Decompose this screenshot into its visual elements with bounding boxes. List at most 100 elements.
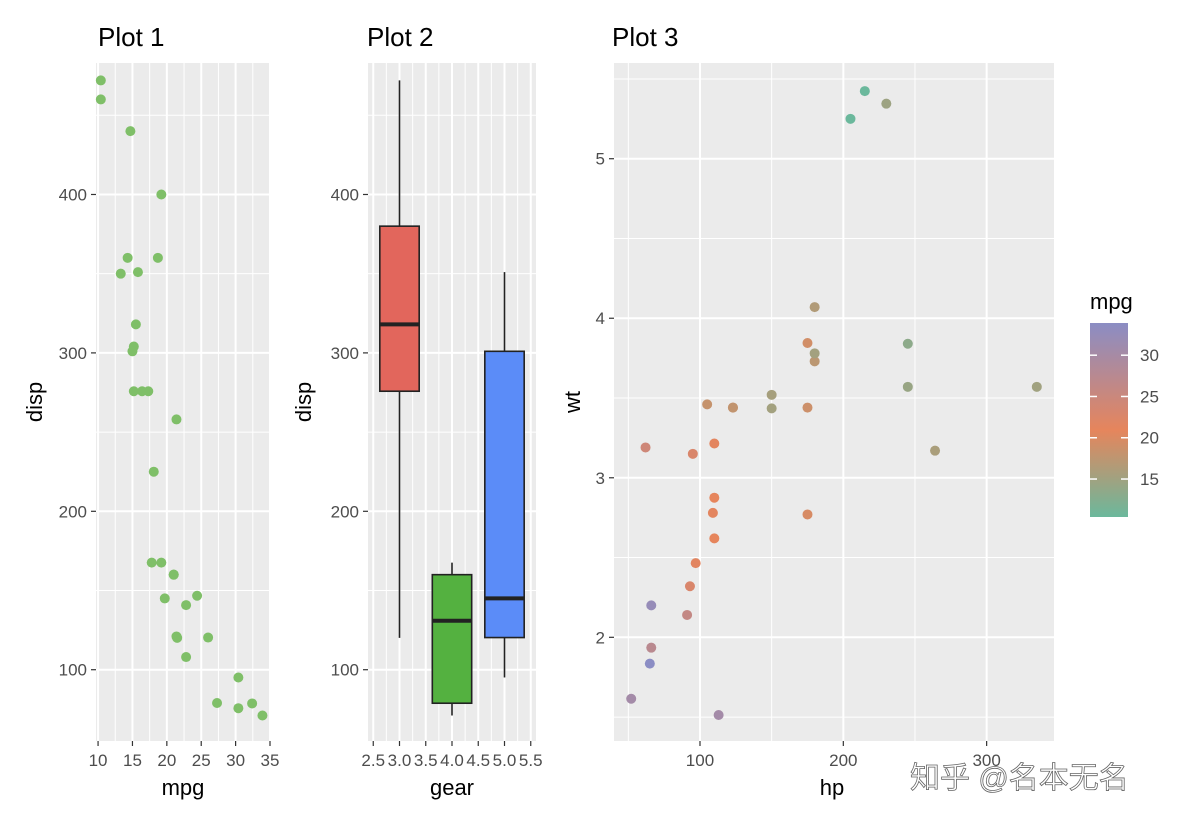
scatter-point xyxy=(766,403,777,414)
y-tick-label: 5 xyxy=(596,150,605,169)
scatter-point xyxy=(156,189,167,200)
scatter-point xyxy=(802,509,813,520)
y-tick-label: 300 xyxy=(331,344,359,363)
box-body xyxy=(484,350,525,639)
scatter-point xyxy=(247,698,258,709)
scatter-point xyxy=(146,557,157,568)
plot-3-xlabel: hp xyxy=(820,775,844,800)
scatter-point xyxy=(930,445,941,456)
scatter-point xyxy=(127,346,138,357)
y-tick-label: 400 xyxy=(331,185,359,204)
scatter-point xyxy=(684,581,695,592)
plot-2-ticks: 100 200 300 400 2.5 3.0 3.5 4.0 4.5 5.0 5.5 xyxy=(331,185,543,770)
scatter-point xyxy=(646,600,657,611)
x-tick-label: 300 xyxy=(972,751,1000,770)
y-tick-label: 4 xyxy=(596,309,605,328)
scatter-point xyxy=(709,492,720,503)
y-tick-label: 2 xyxy=(596,628,605,647)
plot-1-xlabel: mpg xyxy=(162,775,205,800)
scatter-point xyxy=(707,507,718,518)
scatter-point xyxy=(203,632,214,643)
scatter-point xyxy=(181,600,192,611)
scatter-point xyxy=(881,98,892,109)
scatter-point xyxy=(130,319,141,330)
legend-tick-label: 20 xyxy=(1140,429,1159,448)
scatter-point xyxy=(859,86,870,97)
scatter-point xyxy=(902,338,913,349)
scatter-point xyxy=(128,386,139,397)
plot-1-ticks: 100 200 300 400 10 15 20 25 30 35 xyxy=(59,185,280,770)
x-tick-label: 2.5 xyxy=(361,751,385,770)
scatter-point xyxy=(95,94,106,105)
plot-3-grid xyxy=(614,63,1054,741)
scatter-point xyxy=(690,558,701,569)
scatter-point xyxy=(709,438,720,449)
scatter-point xyxy=(181,652,192,663)
plot-1: Plot 1 100 200 300 400 10 15 20 25 30 35 mpg disp xyxy=(22,22,279,800)
scatter-point xyxy=(233,672,244,683)
legend-title: mpg xyxy=(1090,289,1133,314)
scatter-point xyxy=(809,348,820,359)
scatter-point xyxy=(168,569,179,580)
mpg-legend: mpg 15 20 25 30 xyxy=(1090,289,1159,517)
x-tick-label: 25 xyxy=(192,751,211,770)
x-tick-label: 100 xyxy=(686,751,714,770)
scatter-point xyxy=(713,709,724,720)
x-tick-label: 3.5 xyxy=(414,751,438,770)
scatter-point xyxy=(148,466,159,477)
scatter-point xyxy=(1031,381,1042,392)
scatter-point xyxy=(644,658,655,669)
scatter-point xyxy=(95,75,106,86)
y-tick-label: 3 xyxy=(596,469,605,488)
scatter-point xyxy=(257,710,268,721)
scatter-point xyxy=(802,337,813,348)
plot-2-xlabel: gear xyxy=(430,775,474,800)
x-tick-label: 200 xyxy=(829,751,857,770)
scatter-point xyxy=(766,389,777,400)
y-tick-label: 300 xyxy=(59,344,87,363)
scatter-point xyxy=(626,693,637,704)
plot-1-grid xyxy=(96,63,271,741)
x-tick-label: 10 xyxy=(89,751,108,770)
scatter-point xyxy=(125,126,136,137)
legend-colorbar xyxy=(1090,323,1128,517)
scatter-point xyxy=(143,386,154,397)
plot-3-title: Plot 3 xyxy=(612,22,679,52)
scatter-point xyxy=(687,448,698,459)
x-tick-label: 3.0 xyxy=(388,751,412,770)
scatter-point xyxy=(809,302,820,313)
plot-2-title: Plot 2 xyxy=(367,22,434,52)
box-body xyxy=(431,573,473,705)
x-tick-label: 20 xyxy=(157,751,176,770)
scatter-point xyxy=(192,590,203,601)
x-tick-label: 35 xyxy=(261,751,280,770)
scatter-point xyxy=(156,557,167,568)
scatter-point xyxy=(646,642,657,653)
y-tick-label: 200 xyxy=(59,502,87,521)
plot-3: Plot 3 2 3 4 5 100 200 300 hp wt xyxy=(560,22,1054,800)
legend-tick-label: 15 xyxy=(1140,470,1159,489)
scatter-point xyxy=(902,381,913,392)
scatter-point xyxy=(115,268,126,279)
legend-tick-label: 30 xyxy=(1140,346,1159,365)
scatter-point xyxy=(152,252,163,263)
scatter-point xyxy=(682,609,693,620)
legend-ticks: 15 20 25 30 xyxy=(1090,346,1159,489)
scatter-point xyxy=(171,414,182,425)
scatter-point xyxy=(132,267,143,278)
scatter-point xyxy=(727,402,738,413)
x-tick-label: 15 xyxy=(123,751,142,770)
x-tick-label: 4.0 xyxy=(440,751,464,770)
plot-1-points xyxy=(95,75,268,721)
scatter-point xyxy=(212,697,223,708)
plot-1-ylabel: disp xyxy=(22,382,47,422)
x-tick-label: 30 xyxy=(226,751,245,770)
scatter-point xyxy=(845,113,856,124)
x-tick-label: 5.0 xyxy=(493,751,517,770)
scatter-point xyxy=(702,399,713,410)
scatter-point xyxy=(802,402,813,413)
scatter-point xyxy=(159,593,170,604)
y-tick-label: 200 xyxy=(331,502,359,521)
scatter-point xyxy=(709,533,720,544)
